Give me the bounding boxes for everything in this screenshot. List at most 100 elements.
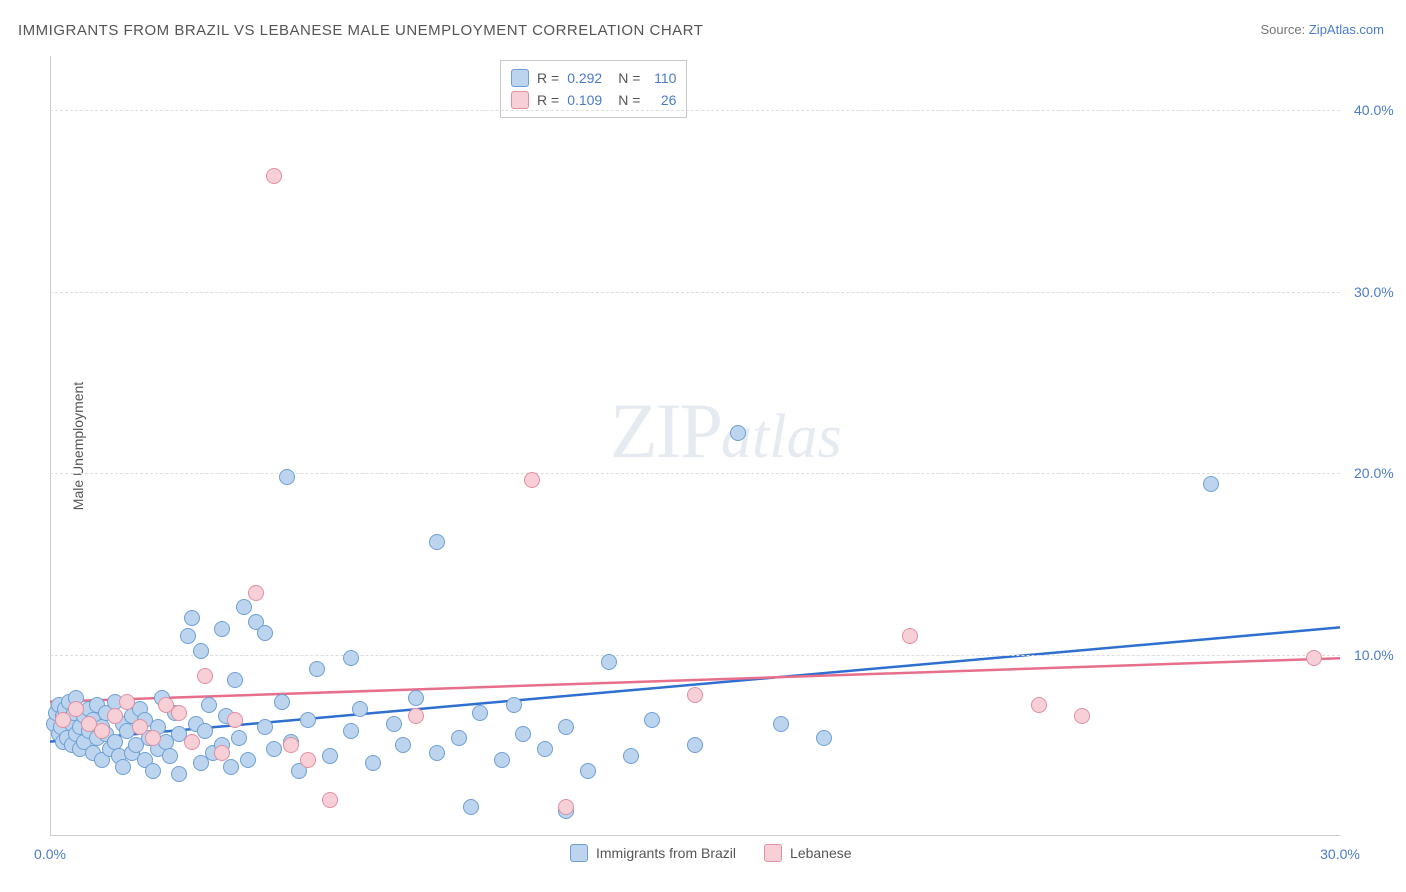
data-point-lebanese [1074,708,1090,724]
data-point-lebanese [68,701,84,717]
data-point-lebanese [283,737,299,753]
source-attribution: Source: ZipAtlas.com [1260,22,1384,37]
legend-swatch [511,91,529,109]
legend-swatch [764,844,782,862]
data-point-lebanese [171,705,187,721]
data-point-brazil [236,599,252,615]
data-point-lebanese [266,168,282,184]
data-point-brazil [107,734,123,750]
data-point-brazil [429,745,445,761]
data-point-lebanese [902,628,918,644]
data-point-brazil [352,701,368,717]
data-point-brazil [145,763,161,779]
data-point-brazil [395,737,411,753]
legend-n-value: 110 [648,67,676,89]
data-point-brazil [197,723,213,739]
data-point-lebanese [55,712,71,728]
data-point-brazil [472,705,488,721]
y-tick-label: 20.0% [1354,465,1394,481]
legend-series-lebanese: Lebanese [764,844,852,862]
y-tick-label: 40.0% [1354,102,1394,118]
data-point-lebanese [300,752,316,768]
data-point-brazil [115,759,131,775]
x-axis-line [50,835,1340,836]
data-point-lebanese [322,792,338,808]
data-point-brazil [279,469,295,485]
data-point-brazil [231,730,247,746]
data-point-brazil [623,748,639,764]
data-point-brazil [365,755,381,771]
trend-lines-layer [50,56,1340,836]
data-point-brazil [408,690,424,706]
data-point-lebanese [408,708,424,724]
x-tick-label: 0.0% [34,846,66,862]
data-point-brazil [214,621,230,637]
data-point-brazil [162,748,178,764]
trend-line-brazil [50,627,1340,741]
data-point-brazil [463,799,479,815]
plot-area: ZIPatlas R =0.292N =110R =0.109N =26 Imm… [50,56,1340,836]
data-point-brazil [193,643,209,659]
legend-n-value: 26 [648,89,676,111]
data-point-brazil [343,723,359,739]
legend-r-value: 0.292 [567,67,602,89]
data-point-brazil [816,730,832,746]
data-point-lebanese [214,745,230,761]
data-point-brazil [515,726,531,742]
data-point-brazil [644,712,660,728]
data-point-brazil [687,737,703,753]
legend-swatch [570,844,588,862]
data-point-lebanese [687,687,703,703]
data-point-brazil [257,719,273,735]
gridline [50,110,1340,111]
legend-correlation: R = 0.292 N = 110R = 0.109 N = 26 [500,60,687,118]
data-point-brazil [322,748,338,764]
data-point-brazil [494,752,510,768]
legend-series: Immigrants from Brazil Lebanese [570,844,852,862]
data-point-lebanese [1306,650,1322,666]
data-point-lebanese [197,668,213,684]
data-point-lebanese [524,472,540,488]
data-point-brazil [240,752,256,768]
data-point-lebanese [1031,697,1047,713]
data-point-brazil [257,625,273,641]
data-point-lebanese [227,712,243,728]
data-point-brazil [558,719,574,735]
data-point-lebanese [107,708,123,724]
watermark: ZIPatlas [610,386,842,476]
data-point-brazil [266,741,282,757]
data-point-brazil [773,716,789,732]
legend-r-label: R = [537,67,559,89]
data-point-brazil [601,654,617,670]
data-point-brazil [386,716,402,732]
data-point-brazil [201,697,217,713]
gridline [50,473,1340,474]
legend-row-lebanese: R = 0.109 N = 26 [511,89,676,111]
source-link[interactable]: ZipAtlas.com [1309,22,1384,37]
legend-row-brazil: R =0.292N =110 [511,67,676,89]
data-point-brazil [223,759,239,775]
data-point-brazil [309,661,325,677]
legend-r-label: R = [537,89,559,111]
legend-r-value: 0.109 [567,89,602,111]
legend-series-label: Immigrants from Brazil [596,845,736,861]
data-point-lebanese [94,723,110,739]
y-tick-label: 30.0% [1354,284,1394,300]
legend-n-label: N = [618,89,640,111]
data-point-lebanese [119,694,135,710]
data-point-brazil [343,650,359,666]
data-point-brazil [300,712,316,728]
gridline [50,655,1340,656]
data-point-lebanese [184,734,200,750]
y-tick-label: 10.0% [1354,647,1394,663]
gridline [50,292,1340,293]
chart-title: IMMIGRANTS FROM BRAZIL VS LEBANESE MALE … [18,22,703,39]
data-point-lebanese [558,799,574,815]
data-point-brazil [429,534,445,550]
data-point-brazil [171,766,187,782]
watermark-zip: ZIP [610,387,721,474]
legend-series-brazil: Immigrants from Brazil [570,844,736,862]
data-point-brazil [506,697,522,713]
data-point-lebanese [145,730,161,746]
data-point-brazil [227,672,243,688]
